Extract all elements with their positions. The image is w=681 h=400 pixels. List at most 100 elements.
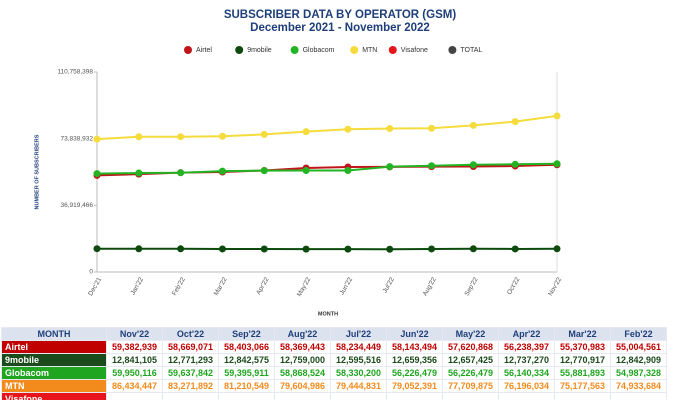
data-point [302,128,310,136]
x-tick-label: Oct'22 [506,276,522,296]
data-point [260,167,268,175]
chart-title: SUBSCRIBER DATA BY OPERATOR (GSM) [224,9,457,21]
data-point [218,245,226,253]
value-cell: 58,369,443 [274,340,331,354]
legend-swatch [235,46,244,54]
value-cell [330,392,387,400]
legend-swatch [448,46,457,54]
value-cell: 76,196,034 [498,379,555,393]
legend-swatch [290,46,299,54]
data-point [553,160,561,168]
value-cell: 55,370,983 [554,340,611,354]
legend-label: TOTAL [460,47,482,54]
data-point [428,124,436,132]
value-cell: 58,868,524 [274,366,331,380]
data-point [218,132,226,140]
value-cell: 12,657,425 [442,353,499,367]
data-table: MONTH Nov'22 Oct'22 Sep'22 Aug'22 Jul'22 Jun'2… [1,327,667,400]
x-tick-label: Dec'21 [87,276,103,297]
series-line [96,162,558,175]
value-cell: 12,770,917 [554,353,611,367]
data-point [344,125,352,133]
x-tick-label: Jun'22 [339,276,355,296]
data-point [344,245,352,253]
data-point [386,245,394,253]
row-label: Visafone [1,392,107,400]
value-cell: 12,842,575 [218,353,275,367]
row-label: Globacom [1,366,107,380]
y-tick-label: 73,838,932 [60,135,93,142]
x-tick-label: Jul'22 [381,276,396,294]
value-cell [554,392,611,400]
row-label: Airtel [1,340,107,354]
data-point [386,125,394,133]
legend-label: Visafone [401,47,428,54]
value-cell: 57,620,868 [442,340,499,354]
legend-label: Airtel [196,47,212,54]
data-point [511,118,519,126]
x-tick-label: Nov'22 [547,276,563,297]
series-line [96,114,558,141]
data-point [469,121,477,129]
data-point [428,245,436,253]
value-cell: 12,659,356 [386,353,443,367]
data-point [135,133,143,141]
value-cell: 77,709,875 [442,379,499,393]
value-cell [442,392,499,400]
data-point [260,130,268,138]
header-cell: Oct'22 [162,327,219,341]
value-cell: 58,330,200 [330,366,387,380]
data-point [344,166,352,174]
value-cell: 58,669,071 [162,340,219,354]
row-label: MTN [1,379,107,393]
data-point [177,169,185,177]
header-row: MONTH Nov'22 Oct'22 Sep'22 Aug'22 Jul'22 Jun'2… [1,327,667,341]
value-cell: 56,226,479 [386,366,443,380]
x-axis-label: MONTH [318,311,338,317]
data-point [511,160,519,168]
value-cell: 12,737,270 [498,353,555,367]
data-point [177,245,185,253]
y-axis-label: NUMBER OF SUBSCRIBERS [34,134,40,209]
value-cell: 59,382,939 [106,340,163,354]
x-tick-label: May'22 [296,276,313,298]
value-cell: 54,987,328 [610,366,667,380]
header-cell: Nov'22 [106,327,163,341]
value-cell: 56,140,334 [498,366,555,380]
row-label: 9mobile [1,353,107,367]
value-cell: 12,841,105 [106,353,163,367]
value-cell: 58,234,449 [330,340,387,354]
chart: SUBSCRIBER DATA BY OPERATOR (GSM) Decemb… [34,9,563,317]
header-cell: Jul'22 [330,327,387,341]
x-tick-label: Aug'22 [422,276,438,297]
table-row: Airtel 59,382,939 58,669,071 58,403,066 58,3… [1,340,667,354]
data-point [135,169,143,177]
data-point [218,167,226,175]
value-cell [218,392,275,400]
table-row: MTN 86,434,447 83,271,892 81,210,549 79,604,… [1,379,667,393]
value-cell [498,392,555,400]
data-point [511,245,519,253]
legend-swatch [388,46,397,54]
value-cell: 12,771,293 [162,353,219,367]
header-cell: Apr'22 [498,327,555,341]
series-line [96,247,558,251]
value-cell: 58,143,494 [386,340,443,354]
value-cell: 75,177,563 [554,379,611,393]
table-row: Visafone [1,392,667,400]
value-cell: 79,444,831 [330,379,387,393]
header-cell: Aug'22 [274,327,331,341]
value-cell: 56,226,479 [442,366,499,380]
value-cell: 12,842,909 [610,353,667,367]
header-cell: Mar'22 [554,327,611,341]
data-point [302,245,310,253]
data-point [135,245,143,253]
value-cell: 59,950,116 [106,366,163,380]
value-cell: 81,210,549 [218,379,275,393]
data-point [260,245,268,253]
value-cell [274,392,331,400]
data-point [93,170,101,178]
value-cell [386,392,443,400]
value-cell: 79,604,986 [274,379,331,393]
